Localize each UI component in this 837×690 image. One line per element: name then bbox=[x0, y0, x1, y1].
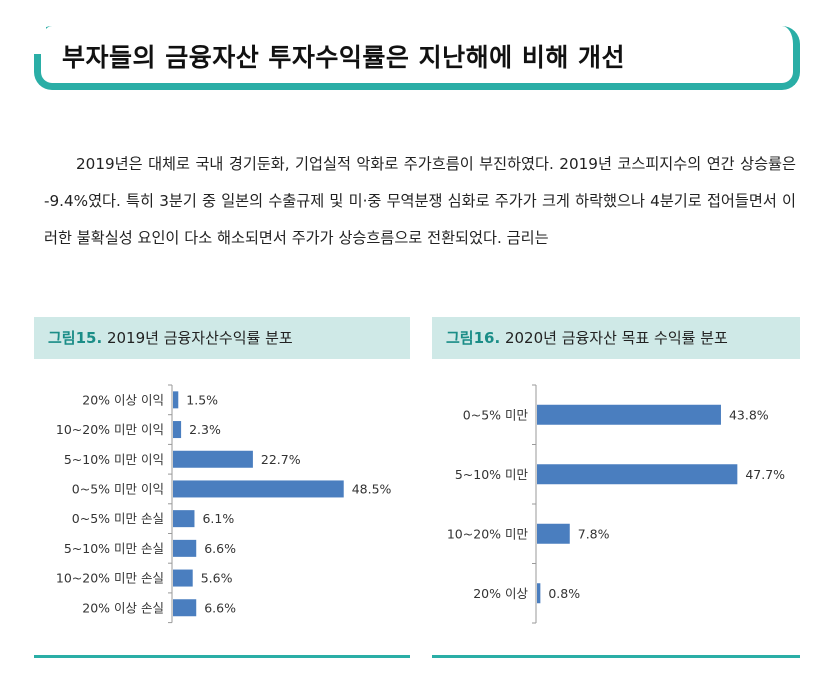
chart16-category-label: 10~20% 미만 bbox=[447, 526, 529, 541]
chart16-category-label: 20% 이상 bbox=[473, 586, 528, 601]
chart15-category-label: 20% 이상 이익 bbox=[82, 392, 164, 407]
figure16-bottom-rule bbox=[432, 655, 800, 658]
figure16-header: 그림16. 2020년 금융자산 목표 수익률 분포 bbox=[432, 317, 800, 359]
chart15-value-label: 6.6% bbox=[204, 600, 236, 615]
page-title: 부자들의 금융자산 투자수익률은 지난해에 비해 개선 bbox=[62, 43, 626, 72]
chart16-bar bbox=[537, 464, 738, 485]
chart15-value-label: 6.6% bbox=[204, 541, 236, 556]
chart16-value-label: 47.7% bbox=[745, 467, 785, 482]
chart15-bar bbox=[173, 450, 253, 468]
chart15-category-label: 0~5% 미만 손실 bbox=[72, 511, 164, 526]
chart15-category-label: 5~10% 미만 손실 bbox=[64, 541, 164, 556]
chart15-bar bbox=[173, 569, 193, 587]
title-frame bbox=[34, 24, 800, 90]
chart16-value-label: 0.8% bbox=[548, 586, 580, 601]
chart16-bar bbox=[537, 583, 541, 604]
chart15-value-label: 5.6% bbox=[201, 571, 233, 586]
chart15-category-label: 10~20% 미만 이익 bbox=[56, 422, 164, 437]
chart15-category-label: 0~5% 미만 이익 bbox=[72, 481, 164, 496]
chart15-bar bbox=[173, 510, 195, 528]
chart15-value-label: 1.5% bbox=[186, 392, 218, 407]
figure15-header: 그림15. 2019년 금융자산수익률 분포 bbox=[34, 317, 410, 359]
chart15-bar bbox=[173, 480, 344, 498]
chart15-bar bbox=[173, 391, 179, 409]
chart15-value-label: 6.1% bbox=[202, 511, 234, 526]
body-paragraph: 2019년은 대체로 국내 경기둔화, 기업실적 악화로 주가흐름이 부진하였다… bbox=[44, 146, 796, 257]
figure15-caption: 2019년 금융자산수익률 분포 bbox=[106, 329, 293, 347]
chart16-value-label: 43.8% bbox=[729, 407, 769, 422]
chart15-category-label: 5~10% 미만 이익 bbox=[64, 452, 164, 467]
chart16-bar bbox=[537, 404, 721, 425]
chart16-bar bbox=[537, 523, 570, 544]
chart15-category-label: 20% 이상 손실 bbox=[82, 600, 164, 615]
chart15-category-label: 10~20% 미만 손실 bbox=[56, 571, 164, 586]
chart15-value-label: 48.5% bbox=[352, 481, 392, 496]
figure15-bottom-rule bbox=[34, 655, 410, 658]
chart15-bar bbox=[173, 539, 197, 557]
chart-2020-target-returns: 0~5% 미만 43.8% 5~10% 미만 47.7% 10~20% 미만 7.8% 20… bbox=[447, 384, 785, 624]
figure16-caption: 2020년 금융자산 목표 수익률 분포 bbox=[504, 329, 728, 347]
body-paragraph-text: 2019년은 대체로 국내 경기둔화, 기업실적 악화로 주가흐름이 부진하였다… bbox=[44, 155, 796, 247]
chart16-category-label: 5~10% 미만 bbox=[455, 467, 529, 482]
chart16-value-label: 7.8% bbox=[578, 526, 610, 541]
chart15-bar bbox=[173, 421, 182, 439]
chart-2019-returns: 20% 이상 이익 1.5% 10~20% 미만 이익 2.3% 5~10% 미만 이익… bbox=[56, 384, 392, 624]
chart15-value-label: 22.7% bbox=[261, 452, 301, 467]
chart15-bar bbox=[173, 599, 197, 617]
chart16-category-label: 0~5% 미만 bbox=[463, 407, 529, 422]
figure15-number: 그림15. bbox=[48, 329, 103, 347]
figure16-number: 그림16. bbox=[446, 329, 501, 347]
chart15-value-label: 2.3% bbox=[189, 422, 221, 437]
